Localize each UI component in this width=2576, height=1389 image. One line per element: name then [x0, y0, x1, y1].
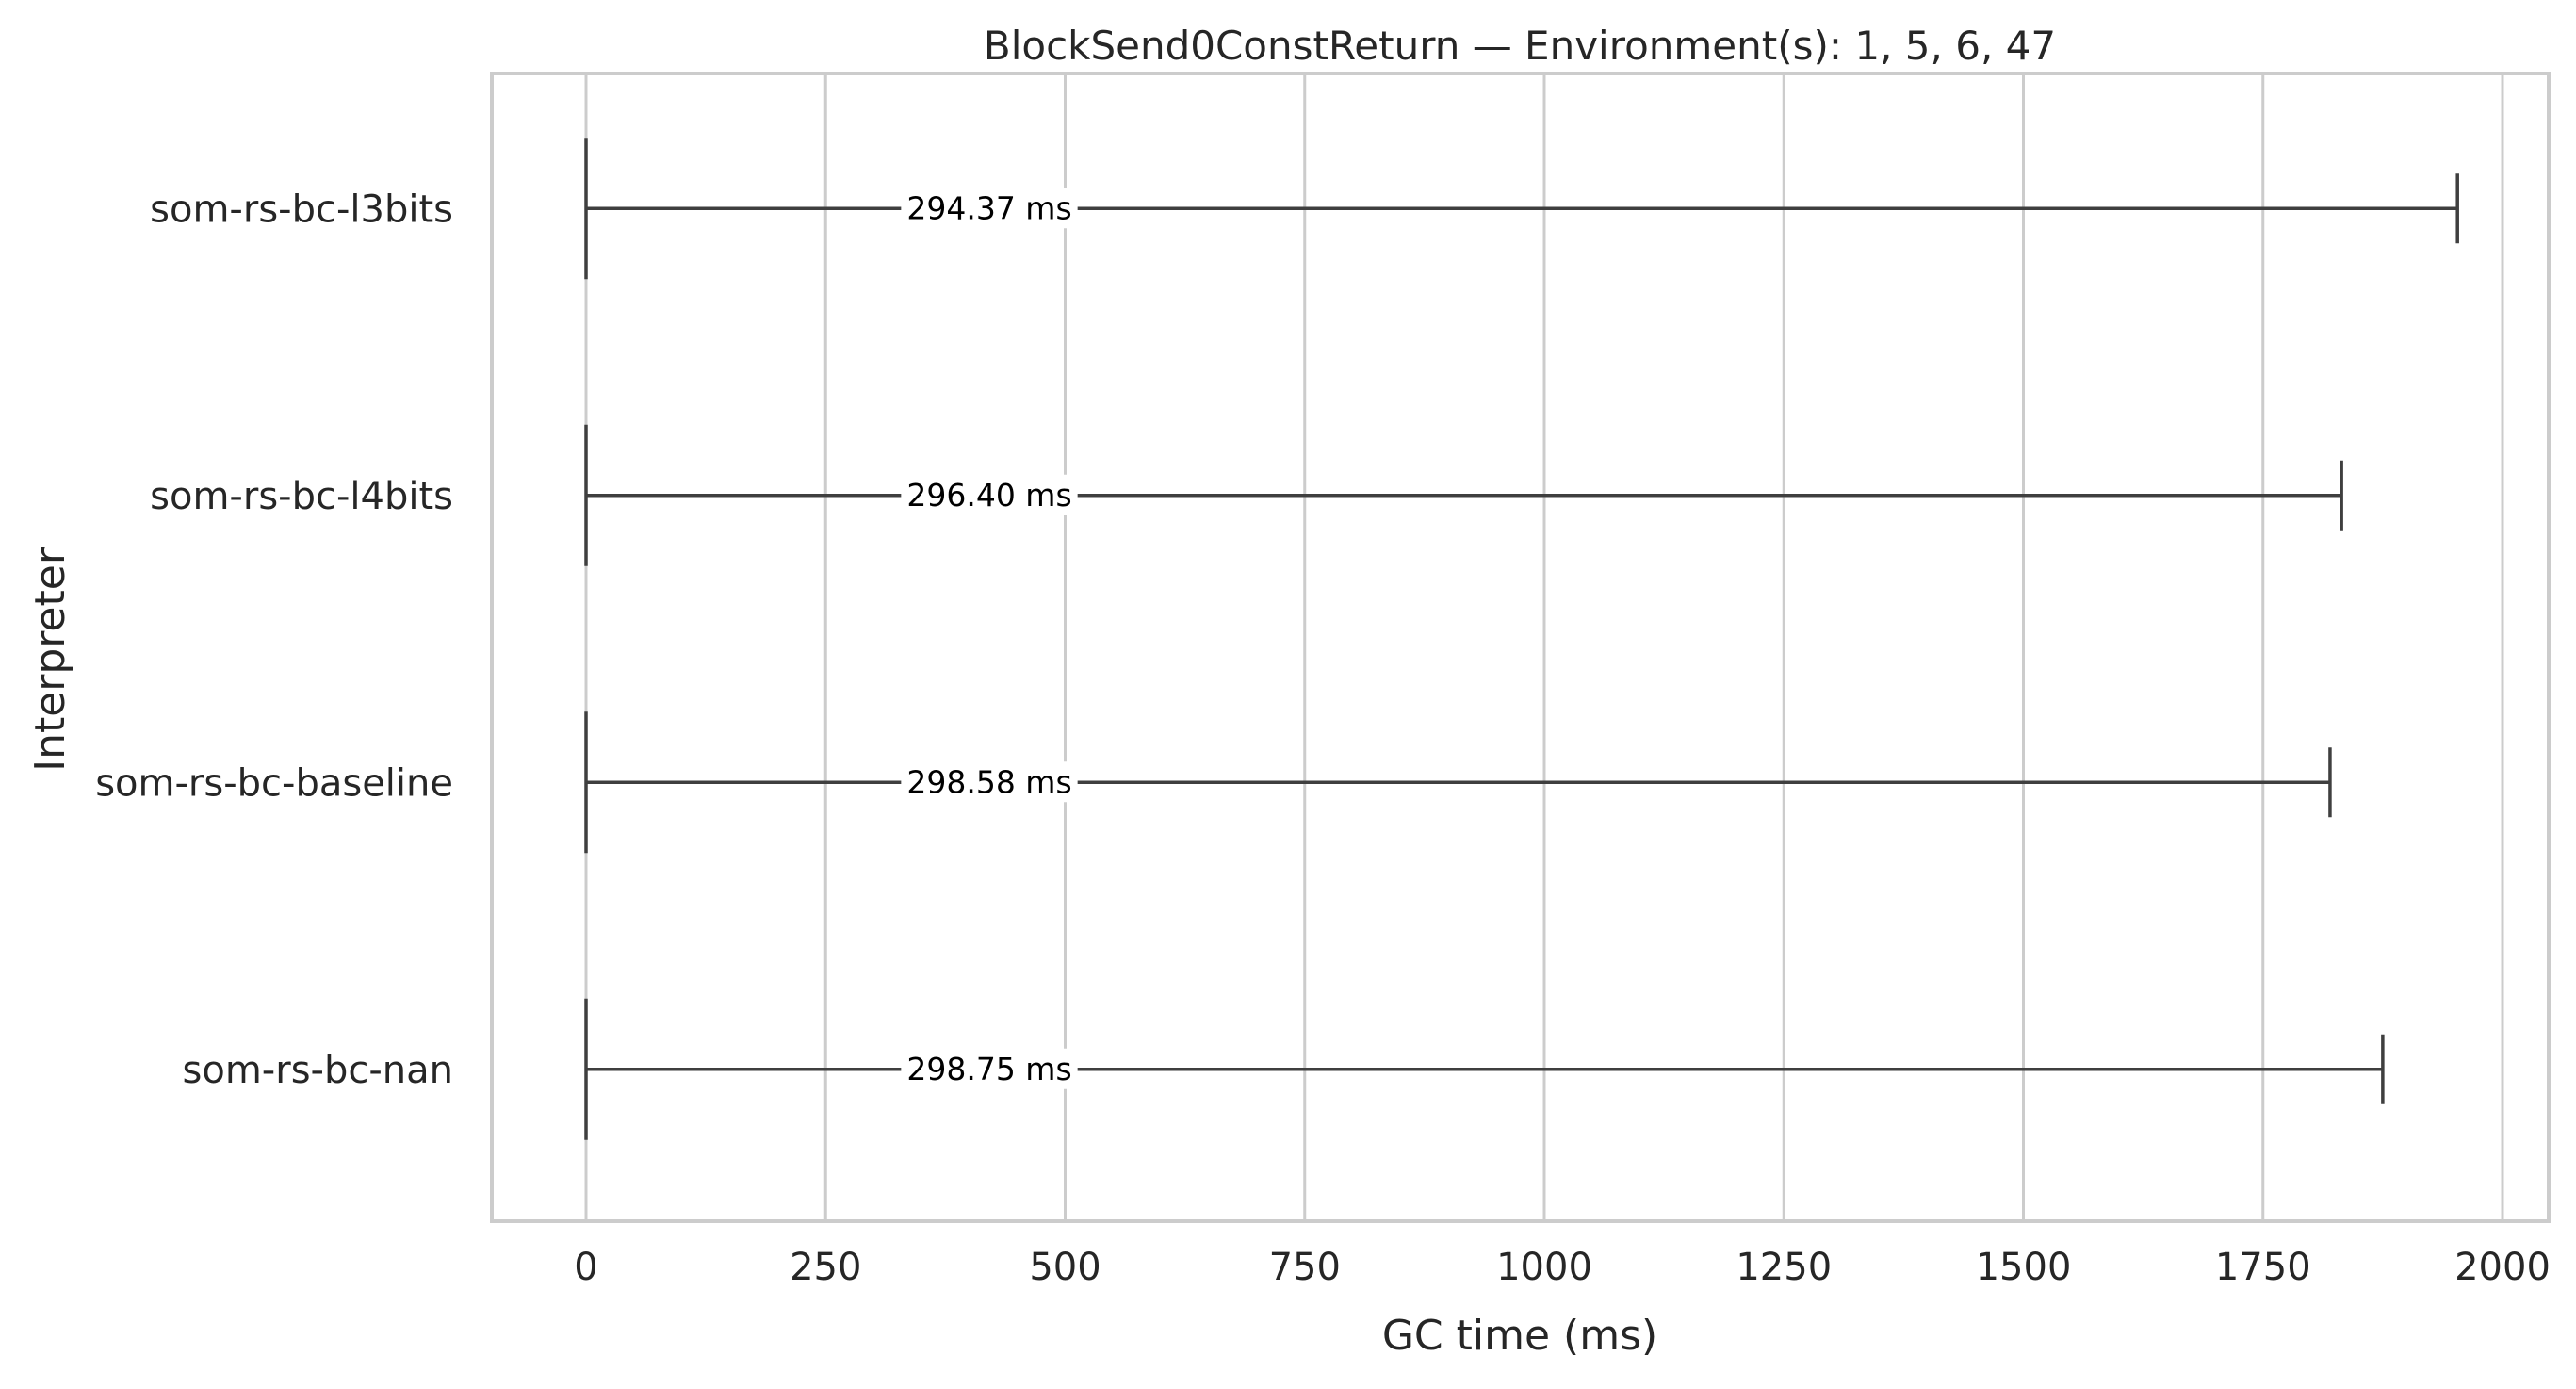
- x-tick-label: 750: [1269, 1246, 1341, 1289]
- box-som-rs-bc-l3bits: 294.37 ms: [584, 138, 2459, 280]
- box-som-rs-bc-l4bits: 296.40 ms: [584, 424, 2343, 566]
- data-label: 296.40 ms: [906, 477, 1071, 514]
- plot-frame: [490, 72, 2551, 1223]
- data-label: 294.37 ms: [906, 189, 1071, 226]
- data-label: 298.58 ms: [906, 763, 1071, 800]
- x-tick-label: 1250: [1736, 1246, 1832, 1289]
- data-label-background: [901, 1048, 1078, 1089]
- y-tick-label: som-rs-bc-baseline: [95, 761, 453, 805]
- data-label-background: [901, 188, 1078, 229]
- x-tick-label: 1500: [1976, 1246, 2072, 1289]
- x-tick-label: 250: [790, 1246, 861, 1289]
- box-som-rs-bc-nan: 298.75 ms: [584, 998, 2385, 1140]
- x-tick-label: 500: [1029, 1246, 1101, 1289]
- x-axis-label: GC time (ms): [1382, 1312, 1657, 1360]
- x-tick-label: 1750: [2215, 1246, 2311, 1289]
- x-axis-ticks: 0 250 500 750 1000 1250 1500 1750 2000: [574, 1246, 2551, 1289]
- data-label-background: [901, 761, 1078, 803]
- y-axis-label: Interpreter: [26, 547, 74, 772]
- box-series: 294.37 ms 296.40 ms 298.58 ms 298.75 ms: [584, 138, 2459, 1140]
- x-tick-label: 2000: [2454, 1246, 2551, 1289]
- data-label: 298.75 ms: [906, 1051, 1071, 1087]
- data-label-background: [901, 474, 1078, 515]
- y-tick-label: som-rs-bc-l4bits: [150, 475, 453, 518]
- chart-title: BlockSend0ConstReturn — Environment(s): …: [984, 23, 2056, 69]
- x-tick-label: 0: [574, 1246, 597, 1289]
- y-axis-ticks: som-rs-bc-l3bits som-rs-bc-l4bits som-rs-b…: [95, 188, 453, 1092]
- box-som-rs-bc-baseline: 298.58 ms: [584, 711, 2332, 854]
- y-tick-label: som-rs-bc-nan: [183, 1049, 453, 1092]
- x-tick-label: 1000: [1496, 1246, 1592, 1289]
- y-tick-label: som-rs-bc-l3bits: [150, 188, 453, 231]
